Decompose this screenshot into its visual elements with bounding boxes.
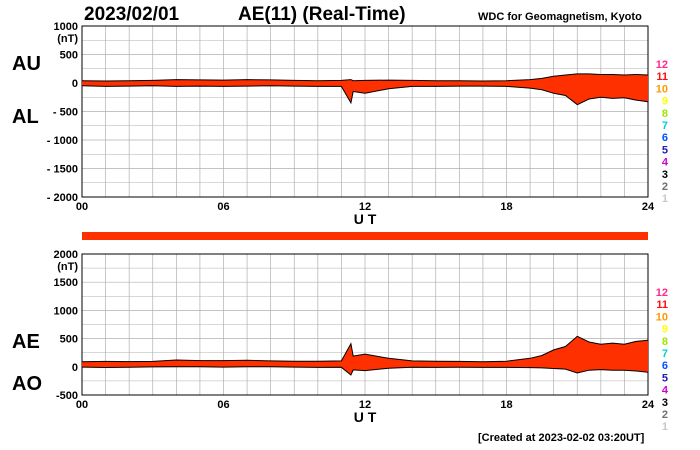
y-tick-label: 1500 (54, 277, 78, 289)
plot-frame (81, 253, 649, 396)
station-scale-label: 9 (662, 324, 668, 336)
x-tick-label: 24 (642, 201, 655, 213)
series-label-ae: AE (12, 331, 40, 353)
x-tick-label: 24 (642, 399, 655, 411)
station-scale-label: 5 (662, 144, 668, 156)
data-source: WDC for Geomagnetism, Kyoto (478, 11, 642, 23)
x-tick-label: 06 (217, 399, 229, 411)
station-scale-label: 2 (662, 181, 668, 193)
y-tick-label: - 1000 (47, 135, 78, 147)
x-tick-label: 00 (76, 201, 88, 213)
x-tick-label: 00 (76, 399, 88, 411)
station-scale-label: 12 (656, 287, 668, 299)
x-tick-label: 06 (217, 201, 229, 213)
grid-0 (81, 25, 649, 198)
station-scale-label: 11 (656, 299, 668, 311)
plot-frame (81, 25, 649, 198)
station-scale-label: 6 (662, 132, 668, 144)
series-label-al: AL (12, 106, 39, 128)
station-scale-label: 3 (662, 169, 668, 181)
band-ae-ao (82, 336, 648, 375)
series-label-ao: AO (12, 373, 42, 395)
y-tick-label: 2000 (54, 249, 78, 261)
station-scale-label: 8 (662, 336, 668, 348)
y-tick-label: - 500 (53, 107, 78, 119)
unit-label: (nT) (57, 33, 78, 45)
series-ao (81, 366, 649, 376)
station-scale-label: 4 (662, 157, 669, 169)
plot-title: AE(11) (Real-Time) (238, 4, 406, 25)
plot-date: 2023/02/01 (84, 4, 180, 25)
unit-label: (nT) (57, 261, 78, 273)
grid-1 (81, 253, 649, 396)
x-axis-label: U T (354, 409, 377, 425)
y-tick-label: 0 (72, 362, 78, 374)
y-tick-label: 500 (60, 50, 78, 62)
station-scale-label: 2 (662, 409, 668, 421)
x-tick-label: 12 (359, 399, 371, 411)
y-tick-label: 500 (60, 334, 78, 346)
x-tick-label: 18 (500, 201, 512, 213)
series-al (81, 85, 649, 106)
band-au-al (82, 73, 648, 105)
station-scale-label: 10 (656, 311, 668, 323)
station-scale-label: 4 (662, 385, 669, 397)
station-scale-label: 5 (662, 372, 668, 384)
series-label-au: AU (12, 53, 41, 75)
station-scale-label: 9 (662, 96, 668, 108)
y-tick-label: 0 (72, 78, 78, 90)
series-ae (81, 335, 649, 363)
created-timestamp: [Created at 2023-02-02 03:20UT] (478, 432, 645, 444)
y-tick-label: - 2000 (47, 192, 78, 204)
y-tick-label: -500 (56, 390, 78, 402)
status-strip (82, 232, 648, 240)
series-au (81, 73, 649, 82)
station-scale-label: 11 (656, 71, 668, 83)
y-tick-label: - 1500 (47, 164, 78, 176)
y-tick-label: 1000 (54, 305, 78, 317)
x-tick-label: 12 (359, 201, 371, 213)
station-scale-label: 7 (662, 348, 668, 360)
station-scale-label: 6 (662, 360, 668, 372)
station-scale-label: 7 (662, 120, 668, 132)
station-scale-label: 1 (662, 193, 668, 205)
station-scale-label: 12 (656, 59, 668, 71)
x-tick-label: 18 (500, 399, 512, 411)
x-axis-label: U T (354, 211, 377, 227)
station-scale-label: 10 (656, 83, 668, 95)
station-scale-label: 1 (662, 421, 668, 433)
y-tick-label: 1000 (54, 21, 78, 33)
station-scale-label: 3 (662, 397, 668, 409)
station-scale-label: 8 (662, 108, 668, 120)
